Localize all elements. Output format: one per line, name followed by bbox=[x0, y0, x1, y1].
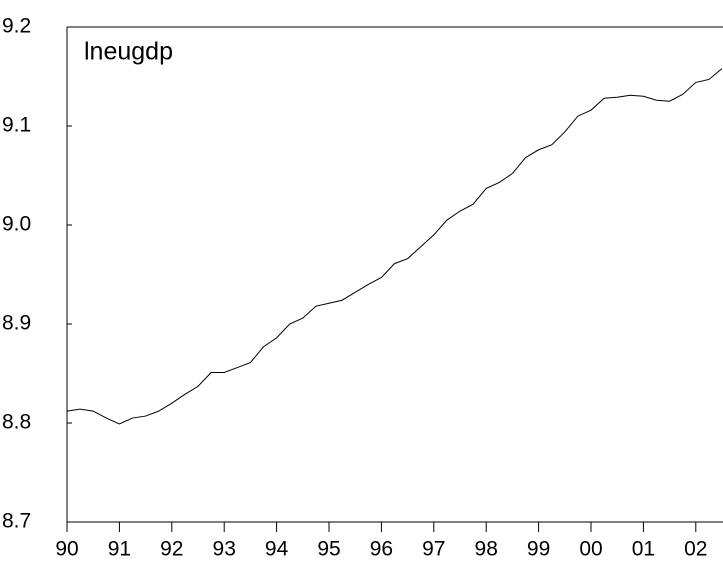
x-tick-label: 95 bbox=[317, 538, 340, 561]
x-tick-label: 90 bbox=[55, 538, 78, 561]
y-tick-label: 8.9 bbox=[2, 312, 31, 335]
x-tick-label: 96 bbox=[370, 538, 393, 561]
x-tick-label: 99 bbox=[527, 538, 550, 561]
data-line bbox=[66, 68, 723, 425]
y-tick-label: 8.7 bbox=[2, 510, 31, 533]
x-tick-label: 91 bbox=[108, 538, 131, 561]
x-tick-label: 92 bbox=[160, 538, 183, 561]
y-tick-label: 9.0 bbox=[2, 213, 31, 236]
x-tick-label: 97 bbox=[422, 538, 445, 561]
x-tick-label: 94 bbox=[265, 538, 289, 561]
y-tick-label: 9.2 bbox=[2, 15, 31, 38]
y-tick-label: 9.1 bbox=[2, 114, 31, 137]
legend-label: lneugdp bbox=[84, 38, 173, 66]
x-tick-label: 00 bbox=[579, 538, 602, 561]
x-tick-label: 93 bbox=[213, 538, 236, 561]
x-tick-label: 01 bbox=[632, 538, 655, 561]
x-tick-label: 02 bbox=[684, 538, 707, 561]
y-tick-label: 8.8 bbox=[2, 411, 31, 434]
x-tick-label: 98 bbox=[475, 538, 498, 561]
